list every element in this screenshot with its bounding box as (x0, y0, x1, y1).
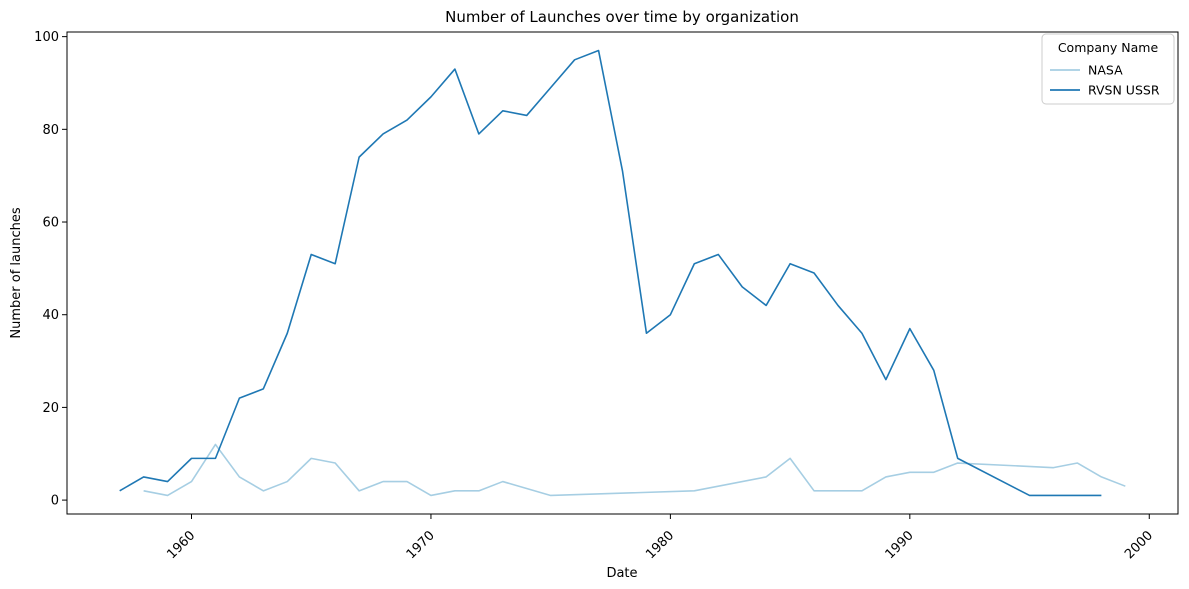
legend-label: NASA (1088, 63, 1123, 78)
y-axis-label: Number of launches (9, 207, 24, 338)
x-axis-label: Date (606, 566, 637, 581)
x-tick-label: 1980 (643, 528, 677, 562)
y-tick-label: 20 (42, 401, 59, 416)
legend-box (1041, 33, 1175, 105)
y-tick-label: 0 (51, 494, 59, 509)
legend-label: RVSN USSR (1088, 83, 1160, 98)
series-line-rvsn-ussr (119, 49, 1102, 497)
y-axis: 0 20 40 60 80 100 (34, 30, 67, 509)
plot-area (66, 31, 1179, 515)
legend-title: Company Name (1058, 40, 1159, 55)
series-layer (119, 49, 1126, 497)
chart-title: Number of Launches over time by organiza… (445, 8, 799, 26)
y-tick-label: 100 (34, 30, 59, 45)
y-tick-label: 40 (42, 308, 59, 323)
x-tick-label: 1990 (883, 528, 917, 562)
series-line-nasa (143, 443, 1126, 497)
x-tick-label: 2000 (1122, 528, 1156, 562)
legend: Company Name NASA RVSN USSR (1041, 33, 1175, 105)
y-tick-label: 80 (42, 123, 59, 138)
x-tick-label: 1970 (404, 528, 438, 562)
y-tick-label: 60 (42, 216, 59, 231)
legend-entries: NASA RVSN USSR (1050, 63, 1160, 98)
x-axis: 1960 1970 1980 1990 2000 (164, 514, 1156, 562)
plot-frame (66, 31, 1179, 515)
x-tick-label: 1960 (164, 528, 198, 562)
